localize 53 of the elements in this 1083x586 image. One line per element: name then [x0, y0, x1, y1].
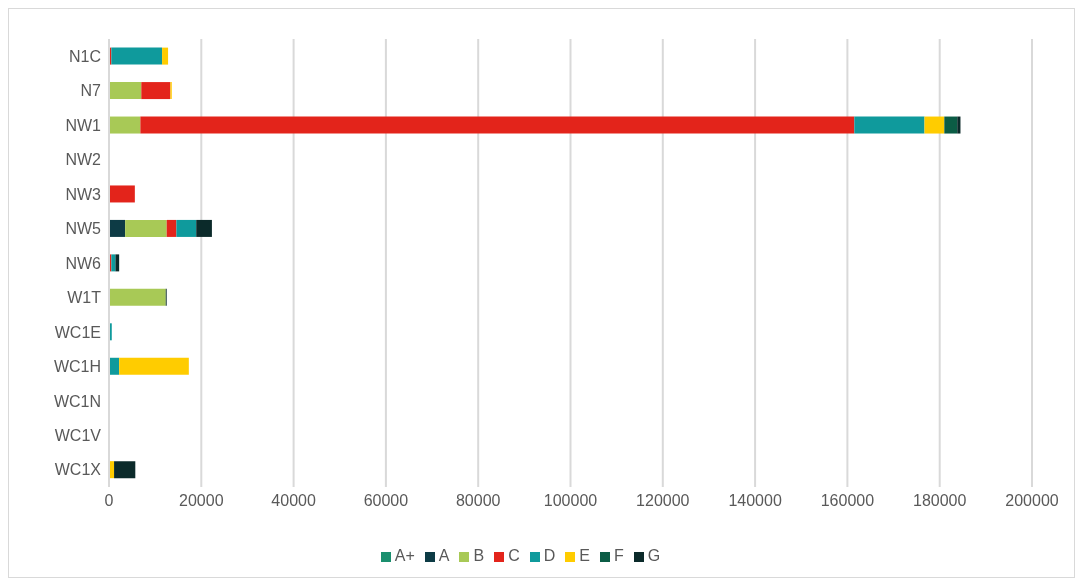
bar [114, 461, 136, 479]
y-tick-label: NW1 [65, 116, 102, 134]
bar [854, 116, 925, 134]
bar [944, 116, 958, 134]
legend-label: B [473, 547, 485, 564]
bar [125, 219, 167, 237]
bar [109, 185, 135, 203]
y-tick-label: WC1V [54, 426, 102, 444]
x-tick-label: 20000 [179, 492, 224, 510]
bar [166, 219, 177, 237]
y-tick-label: WC1H [53, 358, 101, 376]
x-tick-label: 0 [104, 492, 114, 510]
y-tick-label: NW5 [65, 220, 102, 238]
y-tick-label: N1C [68, 47, 101, 65]
bar [111, 47, 163, 65]
y-tick-label: WC1X [54, 461, 102, 479]
y-tick-label: NW6 [65, 254, 102, 272]
bar [109, 219, 126, 237]
bar [957, 116, 961, 134]
bar [111, 254, 116, 272]
y-tick-label: NW3 [65, 185, 102, 203]
legend-label: D [543, 547, 556, 564]
bar [119, 357, 189, 375]
bar [176, 219, 197, 237]
bar [109, 82, 142, 100]
x-tick-label: 80000 [455, 492, 501, 510]
legend-label: C [508, 547, 520, 564]
bar [162, 47, 169, 65]
y-tick-label: W1T [67, 289, 102, 307]
x-tick-label: 40000 [271, 492, 316, 510]
legend-label: A [438, 547, 450, 564]
bar [196, 219, 212, 237]
bar [115, 254, 120, 272]
legend-label: F [613, 547, 624, 564]
y-tick-label: NW2 [65, 151, 102, 169]
x-tick-label: 200000 [1005, 492, 1059, 510]
bar [924, 116, 945, 134]
bar [141, 82, 171, 100]
legend-label: G [647, 547, 661, 564]
y-tick-label: N7 [80, 82, 102, 100]
x-tick-label: 140000 [728, 492, 782, 510]
y-tick-label: WC1N [53, 392, 101, 410]
x-tick-label: 100000 [543, 492, 598, 510]
bar [140, 116, 855, 134]
y-tick-label: WC1E [54, 323, 101, 341]
x-tick-label: 180000 [913, 492, 967, 510]
x-tick-label: 160000 [820, 492, 875, 510]
x-tick-label: 120000 [636, 492, 690, 510]
legend-label: A+ [394, 547, 415, 564]
x-tick-label: 60000 [363, 492, 409, 510]
bar [109, 288, 166, 306]
legend-label: E [579, 547, 590, 564]
bar [109, 116, 141, 134]
